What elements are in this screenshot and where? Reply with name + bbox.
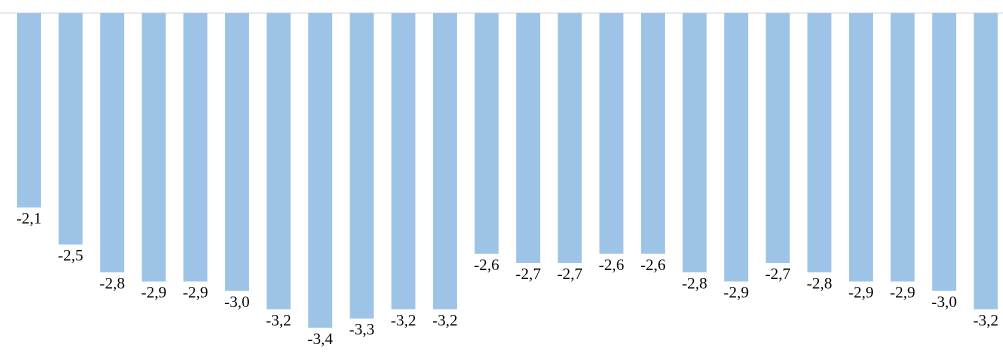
data-label-13: -2,7 (516, 266, 541, 283)
data-label-15: -2,6 (599, 257, 624, 274)
bar-20 (807, 13, 832, 273)
data-label-5: -2,9 (183, 285, 208, 302)
data-label-1: -2,1 (16, 211, 41, 228)
bar-21 (849, 13, 873, 282)
bar-16 (641, 13, 665, 254)
data-label-8: -3,4 (308, 331, 333, 348)
bar-7 (266, 13, 291, 310)
data-label-7: -3,2 (266, 312, 291, 329)
bar-17 (682, 13, 707, 273)
bar-10 (391, 13, 416, 310)
bar-4 (141, 13, 166, 282)
bar-22 (890, 13, 915, 282)
bar-5 (183, 13, 208, 282)
data-label-21: -2,9 (848, 285, 873, 302)
data-label-19: -2,7 (765, 266, 790, 283)
data-label-2: -2,5 (58, 248, 83, 265)
data-label-4: -2,9 (141, 285, 166, 302)
data-label-16: -2,6 (640, 257, 665, 274)
bar-9 (349, 13, 374, 319)
data-label-17: -2,8 (682, 275, 707, 292)
bar-14 (557, 13, 582, 263)
bar-8 (308, 13, 333, 328)
data-label-23: -3,0 (932, 294, 957, 311)
data-label-12: -2,6 (474, 257, 499, 274)
data-label-11: -3,2 (432, 312, 457, 329)
data-label-24: -3,2 (973, 312, 998, 329)
bar-2 (58, 13, 83, 245)
data-label-18: -2,9 (724, 285, 749, 302)
bar-18 (724, 13, 749, 282)
bars-group (17, 13, 998, 328)
data-label-6: -3,0 (224, 294, 249, 311)
data-labels-group: -2,1 -2,5 -2,8 -2,9 -2,9 -3,0 -3,2 -3,4 -3,3 -3,2… (16, 211, 998, 348)
data-label-22: -2,9 (890, 285, 915, 302)
data-label-14: -2,7 (557, 266, 582, 283)
bar-23 (932, 13, 957, 291)
bar-12 (474, 13, 499, 254)
bar-11 (433, 13, 457, 310)
bar-15 (599, 13, 624, 254)
data-label-10: -3,2 (391, 312, 416, 329)
data-label-9: -3,3 (349, 322, 374, 339)
bar-13 (516, 13, 541, 263)
bar-6 (225, 13, 249, 291)
bar-1 (17, 13, 41, 208)
bar-19 (765, 13, 790, 263)
bar-24 (973, 13, 998, 310)
data-label-20: -2,8 (807, 275, 832, 292)
data-label-3: -2,8 (100, 275, 125, 292)
bar-3 (100, 13, 125, 273)
